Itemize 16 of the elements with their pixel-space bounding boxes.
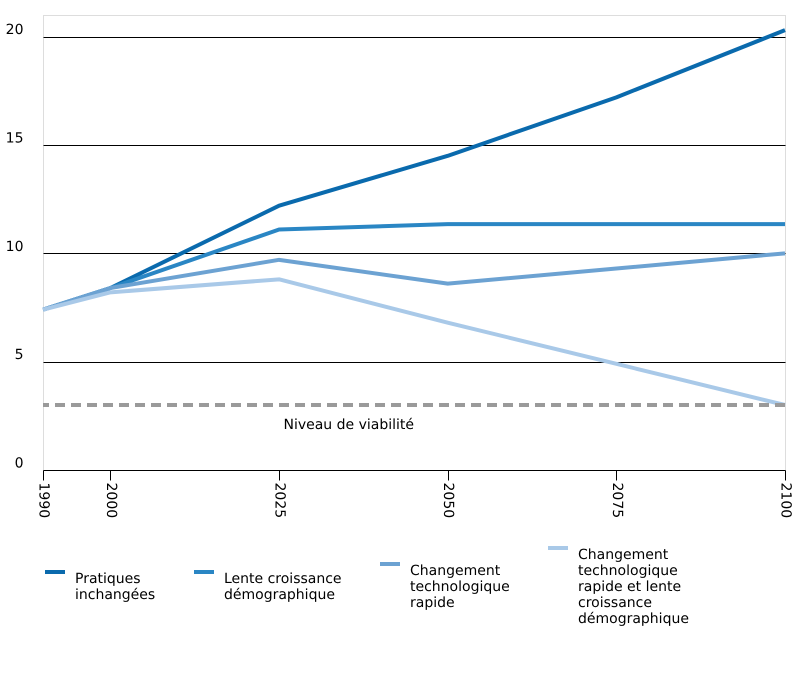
legend-label: Changement technologique rapide et lente croissance démographique [578,547,689,627]
x-tick-label: 2000 [102,482,119,518]
x-tick-label: 2050 [440,482,456,518]
x-tick-label: 2100 [778,482,794,518]
y-tick-label: 15 [6,130,24,146]
y-tick-label: 20 [6,22,24,38]
x-tick-label: 2025 [272,482,288,518]
y-tick-label: 0 [14,456,24,472]
legend-label: Lente croissance démographique [224,571,342,603]
x-tick-label: 1990 [36,482,52,518]
legend-label: Changement technologique rapide [410,563,510,611]
ref-line-label: Niveau de viabilité [283,417,414,433]
y-tick-label: 10 [6,238,24,255]
x-tick-label: 2075 [608,482,625,518]
legend-label: Pratiques inchangées [75,571,156,603]
y-tick-label: 5 [14,347,24,364]
